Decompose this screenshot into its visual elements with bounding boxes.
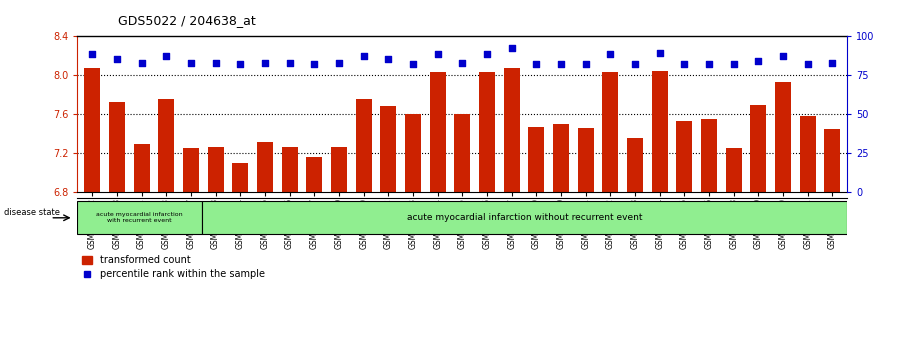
Point — [381, 56, 395, 62]
Point — [652, 50, 667, 56]
Text: acute myocardial infarction without recurrent event: acute myocardial infarction without recu… — [406, 213, 642, 222]
Point — [628, 61, 642, 66]
Legend: transformed count, percentile rank within the sample: transformed count, percentile rank withi… — [82, 255, 265, 279]
Bar — [159, 99, 174, 192]
Bar — [109, 102, 125, 192]
Point — [701, 61, 716, 66]
Bar — [726, 148, 742, 192]
Point — [505, 45, 519, 51]
Bar — [84, 69, 100, 192]
Point — [726, 61, 741, 66]
Text: disease state: disease state — [4, 208, 60, 217]
Bar — [281, 147, 298, 192]
Text: acute myocardial infarction
with recurrent event: acute myocardial infarction with recurre… — [97, 212, 183, 223]
Bar — [627, 138, 643, 192]
Point — [677, 61, 691, 66]
Bar — [504, 68, 519, 192]
Bar — [824, 129, 841, 192]
Bar — [355, 99, 372, 192]
Point — [801, 61, 815, 66]
Bar — [208, 147, 223, 192]
Bar — [751, 105, 766, 192]
Bar — [800, 116, 815, 192]
Bar — [331, 147, 347, 192]
Point — [282, 60, 297, 66]
Point — [209, 60, 223, 66]
Point — [751, 58, 765, 64]
Point — [184, 60, 199, 66]
Bar — [232, 163, 249, 192]
Point — [554, 61, 568, 66]
Point — [332, 60, 346, 66]
Point — [776, 53, 791, 59]
Point — [578, 61, 593, 66]
Bar — [479, 72, 495, 192]
Bar — [578, 128, 594, 192]
Bar — [257, 142, 273, 192]
Bar — [775, 82, 791, 192]
Point — [85, 51, 99, 57]
FancyBboxPatch shape — [201, 201, 847, 234]
Point — [109, 56, 124, 62]
Bar — [380, 106, 396, 192]
Bar — [651, 72, 668, 192]
Point — [134, 60, 148, 66]
Bar — [306, 157, 322, 192]
Bar — [553, 124, 569, 192]
Bar — [602, 72, 619, 192]
Point — [825, 60, 840, 66]
Point — [307, 61, 322, 66]
Bar — [701, 119, 717, 192]
Point — [258, 60, 272, 66]
Point — [455, 60, 469, 66]
Bar — [405, 114, 421, 192]
Bar — [676, 121, 692, 192]
Bar — [430, 72, 445, 192]
Point — [405, 61, 420, 66]
Point — [430, 51, 445, 57]
Bar — [134, 144, 149, 192]
Bar — [528, 127, 545, 192]
FancyBboxPatch shape — [77, 201, 201, 234]
Text: GDS5022 / 204638_at: GDS5022 / 204638_at — [118, 15, 256, 28]
Point — [603, 51, 618, 57]
Point — [233, 61, 248, 66]
Bar — [183, 147, 199, 192]
Point — [480, 51, 495, 57]
Point — [159, 53, 173, 59]
Point — [529, 61, 544, 66]
Point — [356, 53, 371, 59]
Bar — [455, 114, 470, 192]
